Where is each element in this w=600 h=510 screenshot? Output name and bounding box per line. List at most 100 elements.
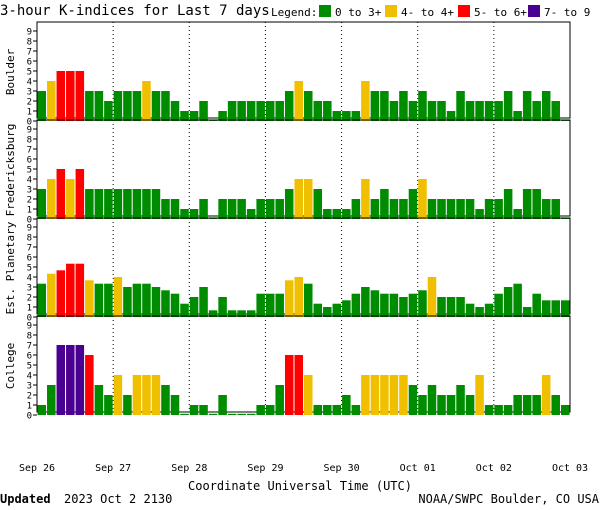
- y-tick-label: 3: [27, 284, 32, 294]
- y-tick-label: 9: [27, 322, 32, 332]
- k-index-bar: [408, 101, 418, 121]
- k-index-bar: [522, 307, 532, 317]
- k-index-bar: [161, 290, 170, 317]
- k-index-bar: [503, 91, 513, 121]
- k-index-bar: [465, 101, 475, 121]
- y-tick-label: 7: [27, 244, 32, 254]
- k-index-bar: [85, 189, 94, 219]
- k-index-bar: [132, 375, 142, 415]
- k-index-bar: [85, 355, 94, 415]
- y-tick-label: 4: [27, 176, 32, 186]
- k-index-bar: [47, 385, 56, 415]
- k-index-bar: [75, 71, 85, 121]
- k-index-bar: [351, 199, 361, 219]
- k-index-bar: [256, 405, 265, 415]
- k-index-bar: [456, 385, 465, 415]
- k-index-bar: [503, 189, 513, 219]
- k-index-bar: [265, 405, 275, 415]
- k-index-bar: [427, 385, 437, 415]
- k-index-bar: [475, 375, 484, 415]
- k-index-bar: [342, 111, 351, 121]
- k-index-bar: [361, 375, 370, 415]
- y-tick-label: 9: [27, 224, 32, 234]
- k-index-bar: [361, 179, 370, 219]
- chart-title: 3-hour K-indices for Last 7 days: [0, 3, 270, 19]
- y-tick-label: 3: [27, 382, 32, 392]
- k-index-bar: [265, 101, 275, 121]
- k-index-bar: [313, 189, 323, 219]
- k-index-bar: [56, 345, 66, 415]
- k-index-bar: [94, 283, 104, 317]
- k-index-bar: [189, 209, 199, 219]
- k-index-bar: [351, 293, 361, 317]
- k-index-bar: [522, 91, 532, 121]
- k-index-bar: [75, 169, 85, 219]
- k-index-bar: [104, 283, 113, 317]
- k-index-bar: [418, 179, 427, 219]
- k-index-bar: [437, 101, 446, 121]
- x-tick-label: Oct 01: [400, 463, 436, 474]
- k-index-bar: [218, 199, 227, 219]
- k-index-bar: [132, 189, 142, 219]
- k-index-bar: [113, 277, 123, 317]
- k-index-bar: [151, 189, 161, 219]
- k-index-bar: [370, 290, 380, 317]
- y-tick-label: 7: [27, 146, 32, 156]
- y-tick-label: 6: [27, 352, 32, 362]
- k-index-bar: [313, 101, 323, 121]
- k-index-bar: [180, 111, 189, 121]
- k-index-bar: [294, 81, 303, 121]
- k-index-bar: [465, 303, 475, 317]
- legend-entry: 0 to 3+: [335, 6, 382, 19]
- k-index-bar: [37, 283, 47, 317]
- k-index-bar: [513, 209, 522, 219]
- panels: 0123456789Boulder0123456789Fredericksbur…: [4, 21, 571, 422]
- k-index-bar: [237, 199, 246, 219]
- k-index-bar: [370, 375, 380, 415]
- k-index-bar: [161, 199, 170, 219]
- k-index-bar: [351, 405, 361, 415]
- k-index-bar: [66, 263, 75, 317]
- panel-frame: [36, 119, 571, 217]
- k-index-bar: [522, 189, 532, 219]
- k-index-bar: [294, 179, 303, 219]
- k-index-bar: [37, 405, 47, 415]
- k-index-bar: [503, 405, 513, 415]
- k-index-bar: [104, 189, 113, 219]
- k-index-bar: [123, 287, 132, 317]
- k-index-bar: [66, 71, 75, 121]
- k-index-bar: [532, 101, 541, 121]
- k-index-bar: [380, 375, 389, 415]
- legend-swatch: [319, 5, 331, 17]
- y-tick-label: 8: [27, 234, 32, 244]
- k-index-bar: [522, 395, 532, 415]
- k-index-bar: [151, 287, 161, 317]
- k-index-bar: [389, 293, 399, 317]
- k-index-bar: [418, 290, 427, 317]
- k-index-bar: [246, 413, 256, 415]
- x-axis-ticks: Sep 26 Sep 27 Sep 28 Sep 29 Sep 30 Oct 01 Oct …: [19, 463, 588, 474]
- k-index-bar: [256, 293, 265, 317]
- k-index-bar: [275, 101, 284, 121]
- credit-text: NOAA/SWPC Boulder, CO USA: [418, 492, 599, 506]
- k-index-bar: [94, 91, 104, 121]
- k-index-bar: [370, 91, 380, 121]
- y-tick-label: 0: [27, 314, 32, 324]
- k-index-bar: [37, 91, 47, 121]
- k-index-bar: [123, 189, 132, 219]
- k-index-bar: [294, 355, 303, 415]
- k-index-bar: [47, 179, 56, 219]
- k-index-bar: [56, 71, 66, 121]
- k-index-bar: [446, 199, 456, 219]
- k-index-bar: [389, 375, 399, 415]
- k-index-bar: [208, 413, 218, 415]
- k-index-bar: [494, 293, 503, 317]
- y-tick-label: 1: [27, 304, 32, 314]
- k-index-bar: [123, 395, 132, 415]
- k-index-bar: [189, 297, 199, 317]
- k-index-bar: [418, 395, 427, 415]
- k-index-bar: [246, 209, 256, 219]
- legend-label: Legend:: [271, 6, 317, 19]
- k-index-bar: [142, 189, 151, 219]
